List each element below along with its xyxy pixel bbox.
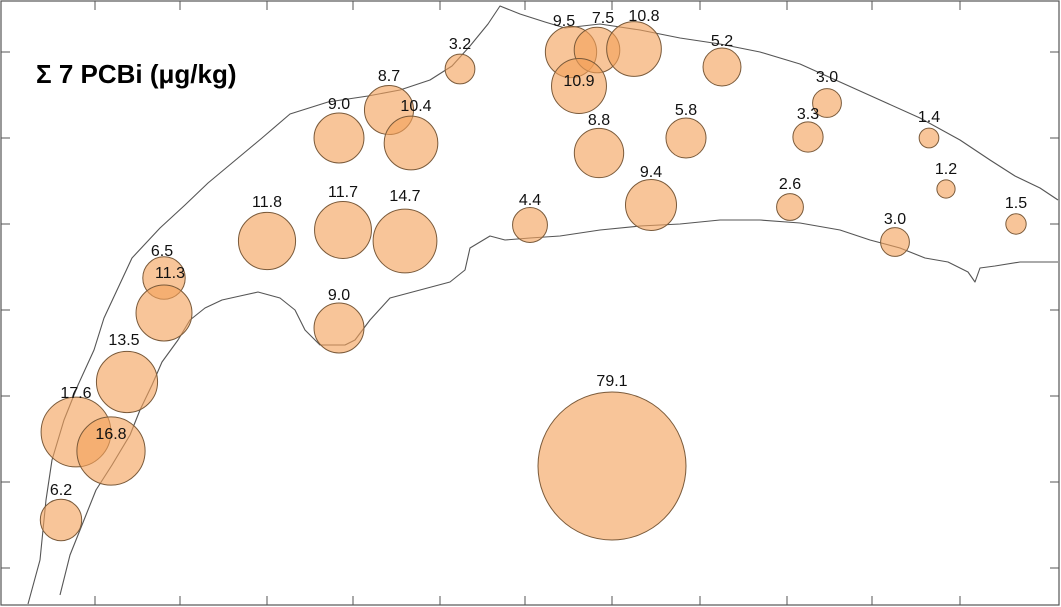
station-value-label: 5.8 xyxy=(675,102,697,119)
station-value-label: 8.7 xyxy=(378,68,400,85)
map-title: Σ 7 PCBi (μg/kg) xyxy=(36,59,237,89)
station-value-label: 10.9 xyxy=(563,73,594,90)
station-value-label: 10.4 xyxy=(400,98,431,115)
station-bubble xyxy=(372,208,438,274)
station-bubble xyxy=(606,21,662,77)
station-value-label: 1.2 xyxy=(935,161,957,178)
station-value-label: 4.4 xyxy=(519,192,541,209)
station-value-label: 9.0 xyxy=(328,287,350,304)
station-value-label: 9.0 xyxy=(328,96,350,113)
station-value-label: 11.7 xyxy=(328,184,358,201)
station-value-label: 1.4 xyxy=(918,109,940,126)
station-value-label: 3.3 xyxy=(797,106,819,123)
station-bubble xyxy=(135,284,193,342)
station-bubble xyxy=(512,207,548,243)
station-value-label: 14.7 xyxy=(389,188,420,205)
station-bubble xyxy=(551,58,607,114)
station-value-label: 13.5 xyxy=(108,332,139,349)
station-bubble xyxy=(573,127,625,179)
station-value-label: 9.4 xyxy=(640,164,662,181)
station-bubble xyxy=(792,121,824,153)
station-bubble xyxy=(624,178,678,232)
station-bubble xyxy=(237,211,297,271)
station-value-label: 2.6 xyxy=(779,176,801,193)
station-bubble xyxy=(314,201,372,259)
station-value-label: 3.2 xyxy=(449,36,471,53)
station-bubble xyxy=(537,391,687,541)
station-value-label: 79.1 xyxy=(596,373,627,390)
station-bubble xyxy=(1005,213,1027,235)
station-value-label: 3.0 xyxy=(816,69,838,86)
station-bubble xyxy=(936,179,956,199)
station-value-label: 1.5 xyxy=(1005,195,1027,212)
station-value-label: 10.8 xyxy=(628,8,659,25)
station-value-label: 6.5 xyxy=(151,243,173,260)
station-value-label: 7.5 xyxy=(592,10,614,27)
station-bubble xyxy=(313,112,365,164)
station-bubble xyxy=(39,498,83,542)
station-value-label: 17.6 xyxy=(60,385,91,402)
station-bubble xyxy=(702,47,742,87)
station-bubble xyxy=(880,227,910,257)
station-value-label: 8.8 xyxy=(588,112,610,129)
station-value-label: 16.8 xyxy=(95,426,126,443)
station-bubble xyxy=(918,127,940,149)
station-value-label: 11.3 xyxy=(155,265,185,282)
station-bubble xyxy=(444,53,476,85)
station-bubble xyxy=(812,88,842,118)
station-value-label: 6.2 xyxy=(50,482,72,499)
station-value-label: 5.2 xyxy=(711,33,733,50)
station-value-label: 3.0 xyxy=(884,211,906,228)
station-bubble xyxy=(665,117,707,159)
station-bubble xyxy=(383,115,439,171)
station-bubble xyxy=(95,350,159,414)
station-value-label: 11.8 xyxy=(252,194,282,211)
station-value-label: 9.5 xyxy=(553,13,575,30)
station-bubble xyxy=(776,193,804,221)
station-bubble xyxy=(76,416,146,486)
station-bubble xyxy=(313,302,365,354)
